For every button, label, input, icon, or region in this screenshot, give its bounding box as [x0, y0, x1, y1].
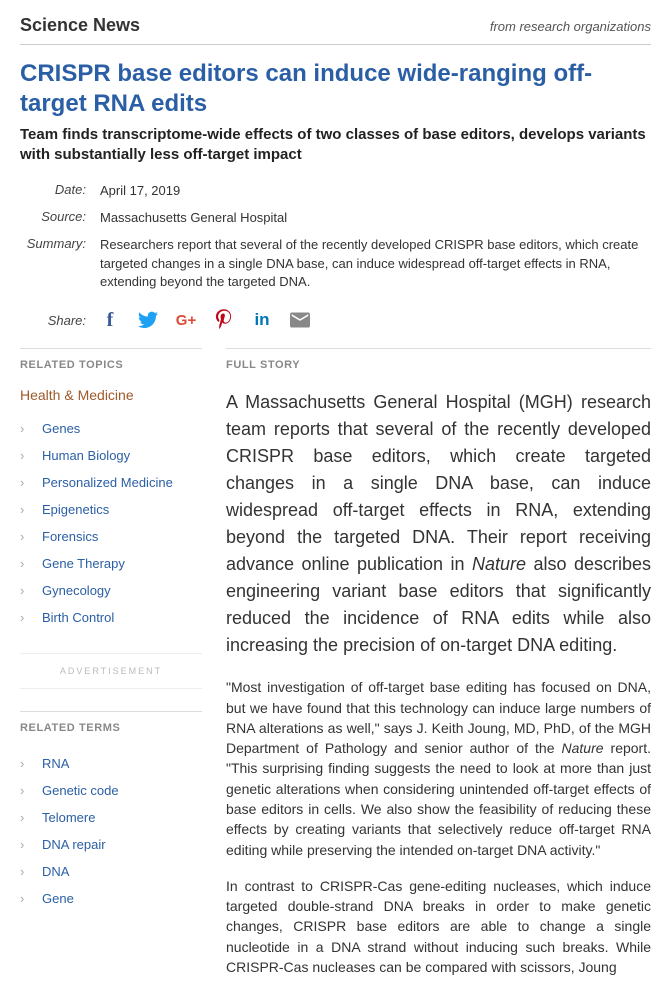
term-label: Gene: [42, 891, 74, 906]
term-item[interactable]: › Gene: [20, 885, 202, 912]
chevron-right-icon: ›: [20, 448, 34, 463]
meta-source-label: Source:: [20, 209, 100, 228]
fullstory-label: FULL STORY: [226, 348, 651, 371]
term-label: Genetic code: [42, 783, 119, 798]
header-tagline: from research organizations: [490, 19, 651, 34]
topic-label: Human Biology: [42, 448, 130, 463]
meta-source-value: Massachusetts General Hospital: [100, 209, 287, 228]
chevron-right-icon: ›: [20, 891, 34, 906]
term-item[interactable]: › DNA: [20, 858, 202, 885]
topic-item[interactable]: › Personalized Medicine: [20, 469, 202, 496]
topic-label: Forensics: [42, 529, 98, 544]
related-terms-heading: RELATED TERMS: [20, 711, 202, 734]
facebook-icon[interactable]: f: [100, 310, 120, 330]
chevron-right-icon: ›: [20, 475, 34, 490]
article-subheadline: Team finds transcriptome-wide effects of…: [20, 125, 651, 164]
topic-item[interactable]: › Forensics: [20, 523, 202, 550]
topic-item[interactable]: › Gynecology: [20, 577, 202, 604]
term-item[interactable]: › Genetic code: [20, 777, 202, 804]
topic-label: Birth Control: [42, 610, 114, 625]
email-icon[interactable]: [290, 310, 310, 330]
topic-label: Personalized Medicine: [42, 475, 173, 490]
share-label: Share:: [20, 313, 100, 328]
related-topics-heading: RELATED TOPICS: [20, 348, 202, 371]
chevron-right-icon: ›: [20, 837, 34, 852]
share-row: Share: f G+ in: [20, 300, 651, 348]
chevron-right-icon: ›: [20, 529, 34, 544]
pinterest-icon[interactable]: [214, 310, 234, 330]
twitter-icon[interactable]: [138, 310, 158, 330]
article-lede: A Massachusetts General Hospital (MGH) r…: [226, 389, 651, 659]
article-meta: Date: April 17, 2019 Source: Massachuset…: [20, 182, 651, 292]
term-item[interactable]: › RNA: [20, 750, 202, 777]
topic-item[interactable]: › Human Biology: [20, 442, 202, 469]
body-paragraph: "Most investigation of off-target base e…: [226, 677, 651, 860]
topic-label: Epigenetics: [42, 502, 109, 517]
chevron-right-icon: ›: [20, 783, 34, 798]
term-item[interactable]: › DNA repair: [20, 831, 202, 858]
meta-date-value: April 17, 2019: [100, 182, 180, 201]
article-headline: CRISPR base editors can induce wide-rang…: [20, 59, 651, 119]
term-item[interactable]: › Telomere: [20, 804, 202, 831]
chevron-right-icon: ›: [20, 556, 34, 571]
chevron-right-icon: ›: [20, 864, 34, 879]
article-body: FULL STORY A Massachusetts General Hospi…: [226, 348, 651, 993]
term-label: Telomere: [42, 810, 95, 825]
topic-item[interactable]: › Genes: [20, 415, 202, 442]
share-icons: f G+ in: [100, 310, 310, 330]
term-label: RNA: [42, 756, 69, 771]
topic-category[interactable]: Health & Medicine: [20, 387, 202, 403]
term-label: DNA repair: [42, 837, 106, 852]
sidebar: RELATED TOPICS Health & Medicine ›Genes›…: [20, 348, 202, 993]
body-paragraph: In contrast to CRISPR-Cas gene-editing n…: [226, 876, 651, 977]
linkedin-icon[interactable]: in: [252, 310, 272, 330]
page-header: Science News from research organizations: [20, 15, 651, 45]
term-list: › RNA › Genetic code › Telomere › DNA repair › DN…: [20, 750, 202, 912]
chevron-right-icon: ›: [20, 810, 34, 825]
topic-label: Gynecology: [42, 583, 111, 598]
meta-summary-label: Summary:: [20, 236, 100, 293]
topic-item[interactable]: › Gene Therapy: [20, 550, 202, 577]
topic-list: › Genes › Human Biology › Personalized Medici…: [20, 415, 202, 631]
chevron-right-icon: ›: [20, 421, 34, 436]
meta-summary-value: Researchers report that several of the r…: [100, 236, 651, 293]
meta-date-label: Date:: [20, 182, 100, 201]
topic-item[interactable]: › Birth Control: [20, 604, 202, 631]
term-label: DNA: [42, 864, 69, 879]
chevron-right-icon: ›: [20, 610, 34, 625]
gplus-icon[interactable]: G+: [176, 310, 196, 330]
topic-item[interactable]: › Epigenetics: [20, 496, 202, 523]
topic-label: Genes: [42, 421, 80, 436]
section-title: Science News: [20, 15, 140, 36]
advertisement-block: ADVERTISEMENT: [20, 653, 202, 689]
chevron-right-icon: ›: [20, 583, 34, 598]
topic-label: Gene Therapy: [42, 556, 125, 571]
chevron-right-icon: ›: [20, 756, 34, 771]
chevron-right-icon: ›: [20, 502, 34, 517]
